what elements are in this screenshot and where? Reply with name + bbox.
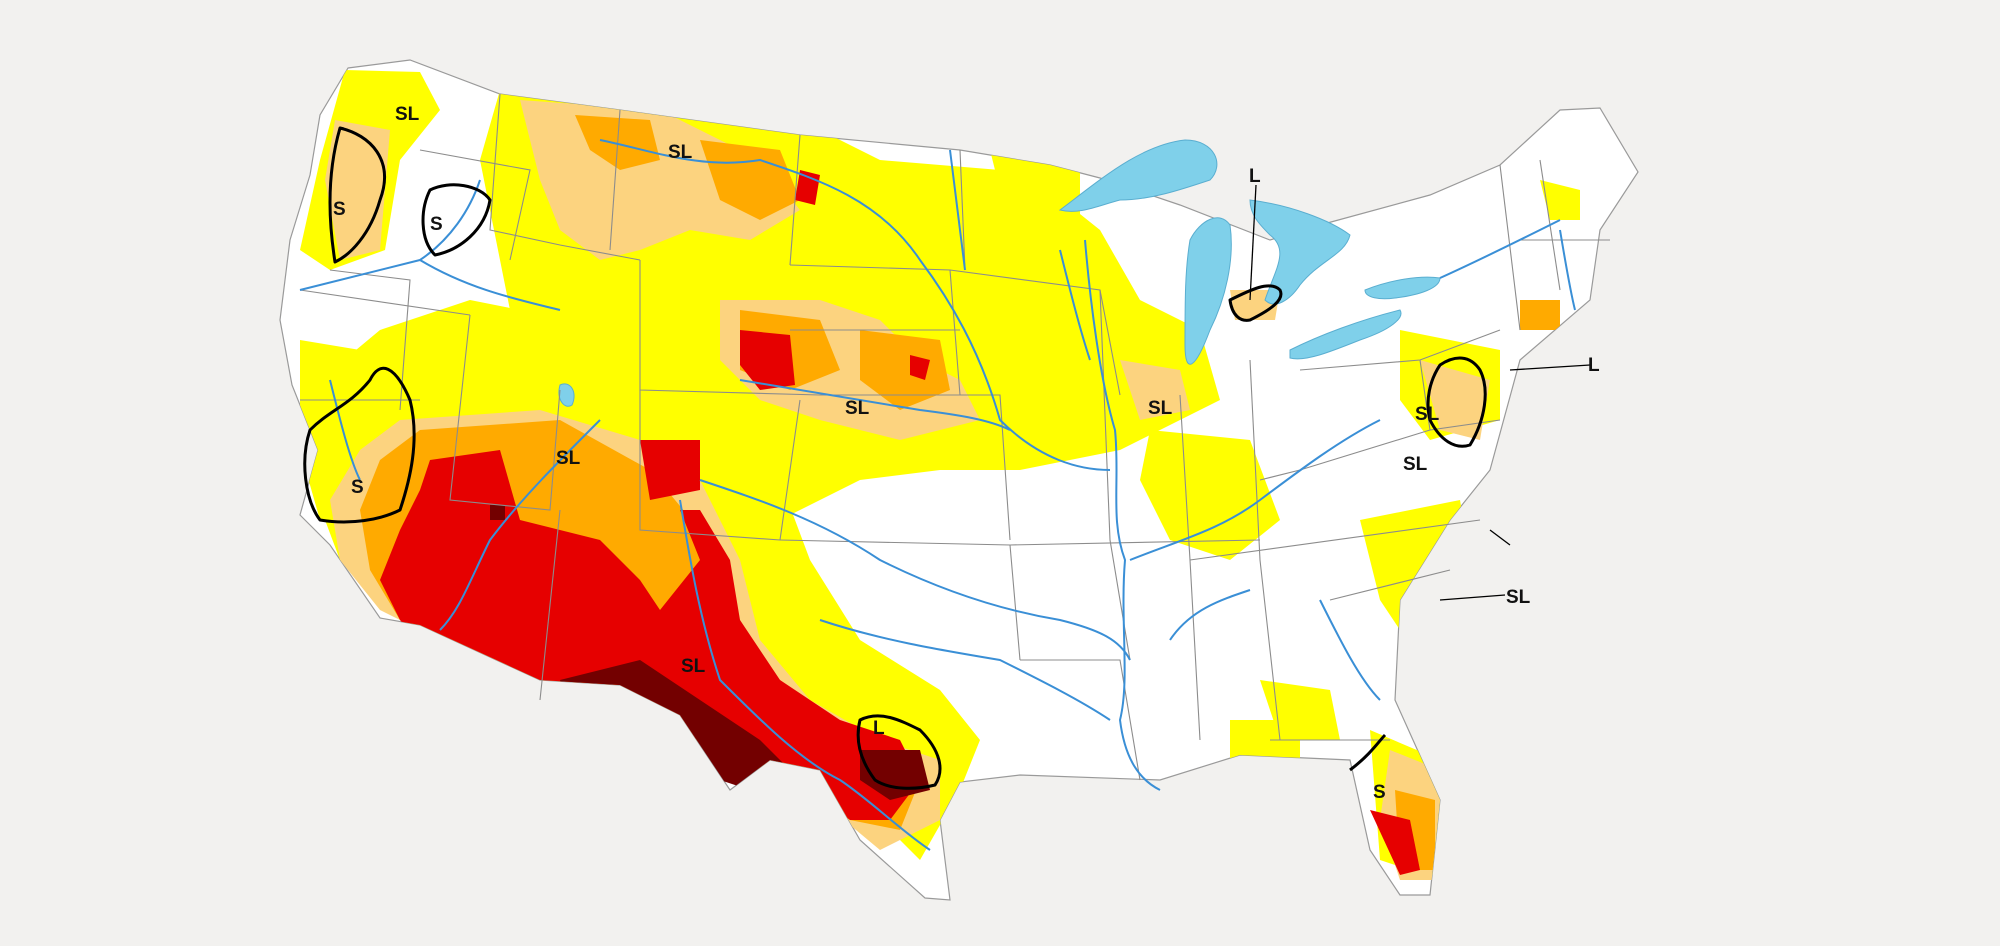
- impact-label-fl: S: [1373, 782, 1386, 803]
- impact-label-ca: S: [351, 477, 364, 498]
- impact-label-mi: L: [1249, 166, 1261, 187]
- impact-label-va: SL: [1403, 454, 1428, 475]
- impact-label-ia: SL: [1148, 398, 1173, 419]
- impact-label-md: SL: [1415, 404, 1440, 425]
- impact-label-nc: SL: [1506, 587, 1531, 608]
- impact-label-ne: SL: [845, 398, 870, 419]
- impact-label-wa-west: S: [333, 199, 346, 220]
- impact-label-wa: SL: [395, 104, 420, 125]
- impact-label-id: S: [430, 214, 443, 235]
- impact-label-ut: SL: [556, 448, 581, 469]
- impact-label-mt: SL: [668, 142, 693, 163]
- impact-label-tx-east: L: [873, 718, 885, 739]
- impact-label-nm: SL: [681, 656, 706, 677]
- impact-label-ne-coast: L: [1588, 355, 1600, 376]
